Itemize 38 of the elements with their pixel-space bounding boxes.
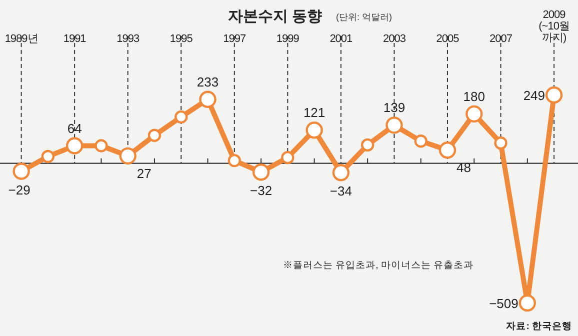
x-tick-label: 2003 [382,33,406,45]
data-label: 139 [383,100,406,116]
point [438,142,456,159]
data-label: 180 [463,88,485,104]
x-tick-label: 2001 [330,33,353,45]
annotation: ※플러스는 유입초과, 마이너스는 유출초과 [283,260,474,271]
point [199,90,216,108]
data-label: 48 [456,160,471,176]
point [119,147,136,165]
x-tick-label: 1993 [116,33,140,45]
data-label: −32 [250,183,272,198]
data-label: 233 [196,74,219,90]
data-label: 27 [136,166,152,181]
x-tick-label: 1999 [276,33,300,45]
point [518,294,536,312]
point [386,116,403,134]
point [545,86,563,104]
data-label: 64 [67,120,82,136]
data-label: −29 [8,182,30,198]
data-label: −34 [330,184,352,199]
point [252,164,270,181]
x-tick-label: 1995 [170,33,193,45]
title: 자본수지 동향 (단위: 억달러) [228,8,392,25]
x-tick-label: 1991 [63,33,86,45]
point [466,105,483,123]
data-label: 121 [303,105,326,120]
data-label: −509 [489,296,518,311]
text: 자료: 한국은행 [506,321,572,332]
x-tick-label: 1997 [223,33,246,45]
x-tick-label: 1989년 [4,33,38,45]
point [12,162,30,180]
x-tick-label: 2009 (~10월 까지) [538,9,570,44]
point [306,122,323,139]
point [332,164,350,182]
x-tick-label: 2007 [490,33,512,45]
point [66,137,84,154]
x-tick-label: 2005 [436,33,460,45]
data-label: 249 [523,88,546,103]
